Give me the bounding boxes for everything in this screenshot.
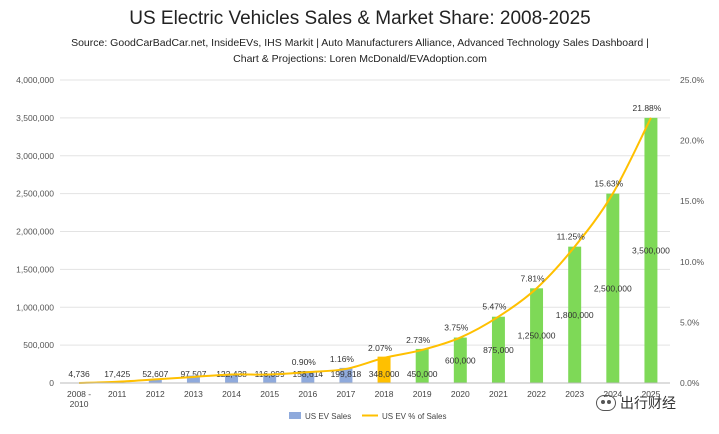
y-left-tick-label: 2,000,000: [16, 227, 54, 237]
x-tick-label: 2017: [336, 389, 355, 399]
bar: [644, 117, 658, 383]
bar-value-label: 875,000: [483, 345, 514, 355]
y-left-tick-label: 2,500,000: [16, 189, 54, 199]
x-tick-label: 2008 -2010: [67, 389, 91, 409]
bar-value-label: 52,607: [142, 369, 168, 379]
bar: [453, 337, 467, 383]
watermark-text: 出行财经: [620, 396, 676, 412]
x-tick-label: 2012: [146, 389, 165, 399]
y-right-tick-label: 0.0%: [680, 378, 700, 388]
ev-share-line: [79, 117, 652, 384]
y-right-tick-label: 10.0%: [680, 257, 705, 267]
y-axis-left: 0 500,000 1,000,000 1,500,000 2,000,000 2,500…: [16, 75, 54, 388]
line-series: [79, 117, 652, 384]
x-tick-label: 2020: [451, 389, 470, 399]
y-left-tick-label: 3,000,000: [16, 151, 54, 161]
y-left-tick-label: 3,500,000: [16, 113, 54, 123]
bar-value-label: 3,500,000: [632, 245, 670, 255]
y-left-tick-label: 500,000: [23, 340, 54, 350]
bar-value-label: 600,000: [445, 355, 476, 365]
bar-value-label: 2,500,000: [594, 283, 632, 293]
bar-value-label: 1,250,000: [518, 331, 556, 341]
bar: [339, 367, 353, 383]
bar: [263, 374, 277, 383]
bar: [148, 379, 162, 383]
line-value-labels: 0.90% 1.16% 2.07% 2.73% 3.75% 5.47% 7.81% 11.25…: [292, 103, 662, 367]
x-tick-label: 2016: [298, 389, 317, 399]
bar: [377, 356, 391, 383]
y-right-tick-label: 5.0%: [680, 317, 700, 327]
line-value-label: 3.75%: [444, 323, 469, 333]
y-left-tick-label: 1,000,000: [16, 302, 54, 312]
line-value-label: 2.73%: [406, 335, 431, 345]
x-axis: 2008 -2010 2011 2012 2013 2014 2015 2016 2017 20…: [60, 382, 670, 409]
bar: [415, 348, 429, 383]
line-value-label: 7.81%: [521, 273, 546, 283]
bar: [491, 316, 505, 383]
y-left-tick-label: 1,500,000: [16, 264, 54, 274]
line-value-label: 0.90%: [292, 357, 317, 367]
bar: [301, 370, 315, 383]
y-axis-right: 0.0% 5.0% 10.0% 15.0% 20.0% 25.0%: [680, 75, 705, 388]
y-left-tick-label: 4,000,000: [16, 75, 54, 85]
y-right-tick-label: 20.0%: [680, 136, 705, 146]
bar-value-label: 97,507: [180, 369, 206, 379]
bar-value-label: 17,425: [104, 369, 130, 379]
bar-value-label: 450,000: [407, 369, 438, 379]
bar: [186, 375, 200, 383]
x-tick-label: 2022: [527, 389, 546, 399]
line-value-label: 15.63%: [594, 179, 623, 189]
line-value-label: 21.88%: [633, 103, 662, 113]
legend: US EV Sales US EV % of Sales: [289, 412, 446, 421]
gridlines: [60, 79, 670, 384]
bar: [606, 193, 620, 383]
bar: [225, 373, 239, 383]
x-tick-label: 2019: [413, 389, 432, 399]
bar-value-label: 348,000: [369, 369, 400, 379]
legend-label-ev-sales: US EV Sales: [305, 412, 351, 421]
legend-swatch-ev-sales: [289, 412, 301, 419]
x-tick-label: 2014: [222, 389, 241, 399]
x-tick-label: 2021: [489, 389, 508, 399]
legend-label-ev-share: US EV % of Sales: [382, 412, 446, 421]
bar: [568, 246, 582, 383]
bar-value-label: 1,800,000: [556, 310, 594, 320]
y-right-tick-label: 25.0%: [680, 75, 705, 85]
bar: [530, 288, 544, 383]
y-right-tick-label: 15.0%: [680, 196, 705, 206]
watermark: 出行财经: [596, 393, 676, 413]
bar-value-label: 199,818: [331, 369, 362, 379]
y-left-tick-label: 0: [49, 378, 54, 388]
bar-value-label: 4,736: [68, 369, 90, 379]
bar-series: [72, 117, 658, 383]
x-tick-label: 2015: [260, 389, 279, 399]
line-value-label: 11.25%: [557, 232, 586, 242]
wechat-icon: [596, 395, 616, 411]
chart-subtitle-line-1: Source: GoodCarBadCar.net, InsideEVs, IH…: [71, 37, 649, 49]
x-tick-label: 2013: [184, 389, 203, 399]
x-tick-label: 2023: [565, 389, 584, 399]
x-tick-label: 2025: [641, 389, 660, 399]
chart-subtitle-line-2: Chart & Projections: Loren McDonald/EVAd…: [233, 53, 487, 65]
x-tick-label: 2024: [603, 389, 622, 399]
line-value-label: 5.47%: [482, 302, 507, 312]
chart-title: US Electric Vehicles Sales & Market Shar…: [129, 8, 591, 29]
x-tick-label: 2018: [375, 389, 394, 399]
bar-value-label: 158,614: [292, 369, 323, 379]
line-value-label: 1.16%: [330, 354, 355, 364]
x-tick-label: 2011: [108, 389, 127, 399]
line-value-label: 2.07%: [368, 343, 393, 353]
